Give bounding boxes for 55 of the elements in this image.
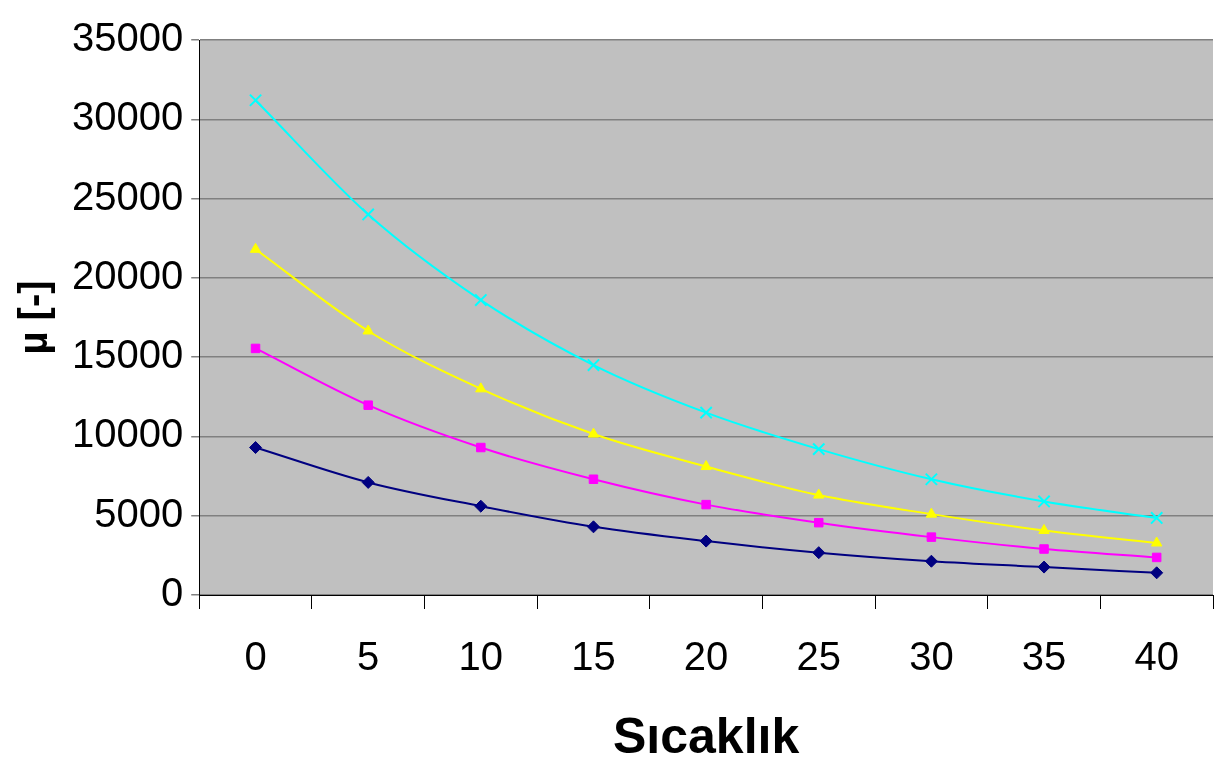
point — [1038, 523, 1050, 534]
point — [1037, 560, 1051, 574]
y-tick-label: 0 — [160, 570, 184, 615]
point — [814, 517, 824, 528]
point — [701, 499, 711, 510]
y-tick-label: 25000 — [72, 173, 184, 218]
point — [588, 474, 599, 484]
point — [362, 324, 374, 335]
point — [361, 475, 375, 489]
point — [925, 507, 938, 518]
point — [1150, 536, 1163, 547]
point — [250, 343, 261, 354]
point — [699, 405, 713, 420]
point — [813, 488, 825, 499]
y-tick-label: 10000 — [72, 411, 184, 456]
point — [1150, 511, 1164, 525]
point — [926, 532, 937, 542]
point — [924, 472, 939, 486]
x-tick-label: 10 — [458, 634, 504, 679]
point — [700, 460, 712, 471]
x-axis-title: Sıcaklık — [612, 707, 800, 764]
point — [586, 358, 601, 372]
y-tick-label: 5000 — [94, 490, 184, 535]
point — [476, 442, 486, 453]
point — [361, 207, 375, 222]
x-tick-label: 30 — [909, 634, 954, 679]
x-tick-label: 35 — [1021, 634, 1067, 679]
point — [1150, 566, 1164, 580]
y-tick-label: 35000 — [72, 15, 184, 60]
x-tick-label: 40 — [1134, 634, 1179, 679]
y-tick-label: 30000 — [72, 94, 184, 139]
point — [363, 400, 373, 410]
y-tick-label: 20000 — [72, 252, 184, 297]
point — [475, 382, 487, 393]
point — [586, 520, 600, 534]
point — [249, 441, 263, 455]
point — [1151, 552, 1162, 563]
point — [248, 93, 263, 107]
point — [699, 534, 713, 548]
y-tick-label: 15000 — [72, 332, 184, 377]
point — [812, 442, 826, 456]
point — [474, 293, 488, 307]
point — [1039, 544, 1049, 554]
x-tick-label: 0 — [244, 634, 267, 679]
x-tick-label: 15 — [571, 634, 616, 679]
point — [812, 546, 826, 560]
x-tick-label: 25 — [796, 634, 842, 679]
point — [924, 554, 938, 568]
x-tick-label: 20 — [683, 634, 729, 679]
point — [249, 242, 262, 253]
point — [1037, 494, 1051, 509]
y-axis-title: µ [-] — [11, 280, 56, 355]
point — [474, 499, 488, 513]
point — [587, 427, 600, 438]
x-tick-label: 5 — [357, 634, 380, 679]
